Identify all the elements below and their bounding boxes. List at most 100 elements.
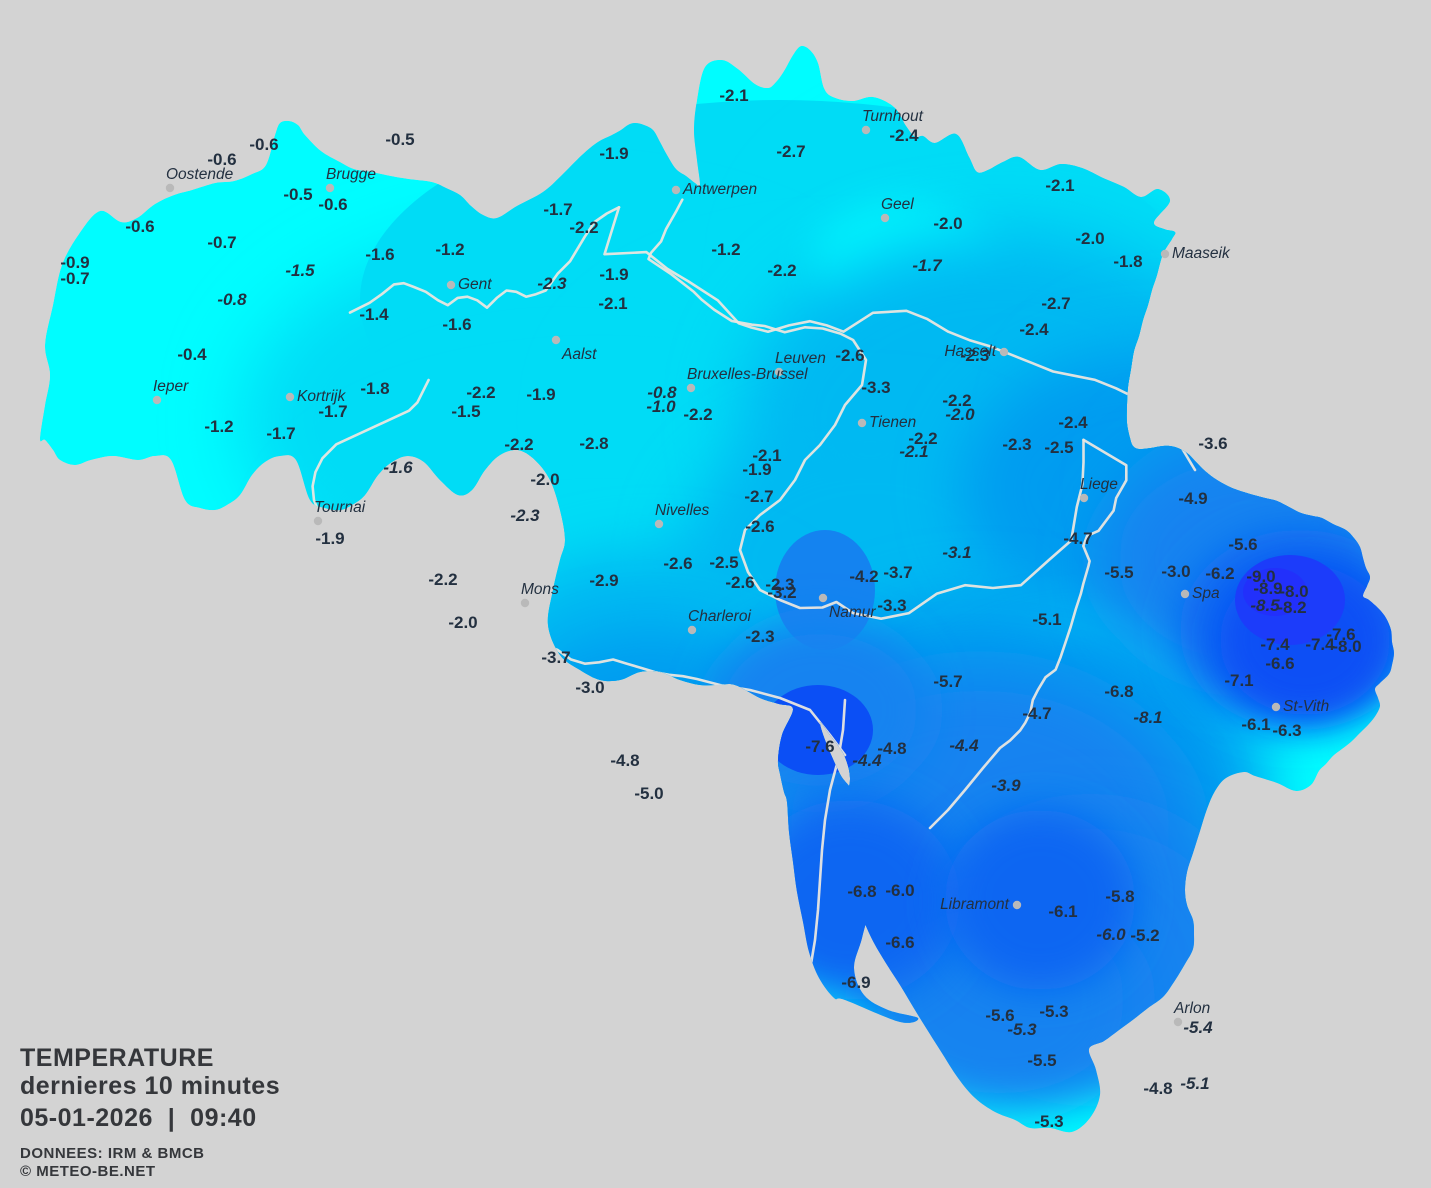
svg-text:-0.6: -0.6 — [249, 135, 278, 154]
svg-text:-1.7: -1.7 — [543, 200, 572, 219]
svg-text:-1.9: -1.9 — [315, 529, 344, 548]
svg-text:-6.2: -6.2 — [1205, 564, 1234, 583]
svg-text:-1.9: -1.9 — [599, 265, 628, 284]
svg-text:-8.1: -8.1 — [1133, 708, 1162, 727]
svg-text:-2.0: -2.0 — [530, 470, 559, 489]
svg-text:-2.7: -2.7 — [1041, 294, 1070, 313]
svg-text:Charleroi: Charleroi — [688, 608, 751, 625]
svg-text:-7.4: -7.4 — [1305, 635, 1335, 654]
svg-text:-2.3: -2.3 — [960, 346, 990, 365]
svg-text:-3.7: -3.7 — [541, 648, 570, 667]
svg-text:-5.7: -5.7 — [933, 672, 962, 691]
svg-text:-5.0: -5.0 — [634, 784, 663, 803]
svg-text:Ieper: Ieper — [153, 378, 189, 395]
svg-text:-5.3: -5.3 — [1034, 1112, 1063, 1131]
svg-text:-0.6: -0.6 — [318, 195, 347, 214]
svg-text:-4.4: -4.4 — [852, 751, 882, 770]
svg-text:-1.6: -1.6 — [383, 458, 413, 477]
svg-text:St-Vith: St-Vith — [1283, 698, 1329, 715]
svg-text:-6.1: -6.1 — [1241, 715, 1270, 734]
svg-text:-5.3: -5.3 — [1039, 1002, 1068, 1021]
svg-text:Gent: Gent — [458, 276, 492, 293]
svg-text:-1.9: -1.9 — [599, 144, 628, 163]
svg-text:-6.6: -6.6 — [885, 933, 914, 952]
svg-text:-1.0: -1.0 — [646, 397, 676, 416]
svg-text:-4.7: -4.7 — [1022, 704, 1051, 723]
svg-text:Antwerpen: Antwerpen — [682, 181, 757, 198]
svg-text:-5.2: -5.2 — [1130, 926, 1159, 945]
svg-text:-2.7: -2.7 — [776, 142, 805, 161]
svg-text:-0.7: -0.7 — [60, 269, 89, 288]
svg-text:-0.4: -0.4 — [177, 345, 207, 364]
svg-text:Arlon: Arlon — [1173, 1000, 1210, 1017]
svg-text:Liege: Liege — [1080, 476, 1118, 493]
svg-text:-6.8: -6.8 — [847, 882, 876, 901]
svg-text:-2.2: -2.2 — [428, 570, 457, 589]
svg-text:-3.0: -3.0 — [1161, 562, 1190, 581]
svg-text:-4.8: -4.8 — [877, 739, 906, 758]
svg-text:-2.3: -2.3 — [1002, 435, 1031, 454]
svg-text:-0.6: -0.6 — [207, 150, 236, 169]
svg-text:-5.6: -5.6 — [1228, 535, 1257, 554]
svg-text:Geel: Geel — [881, 196, 914, 213]
svg-text:-1.6: -1.6 — [365, 245, 394, 264]
svg-text:-6.0: -6.0 — [885, 881, 914, 900]
svg-text:-1.9: -1.9 — [742, 460, 771, 479]
svg-text:-2.1: -2.1 — [598, 294, 627, 313]
svg-text:-1.5: -1.5 — [451, 402, 480, 421]
svg-text:-2.8: -2.8 — [579, 434, 608, 453]
svg-text:-3.3: -3.3 — [877, 596, 906, 615]
svg-text:-5.1: -5.1 — [1180, 1074, 1209, 1093]
svg-text:-0.8: -0.8 — [217, 290, 247, 309]
svg-text:Brugge: Brugge — [326, 166, 376, 183]
svg-text:-2.5: -2.5 — [1044, 438, 1073, 457]
svg-text:-8.5: -8.5 — [1250, 596, 1280, 615]
svg-text:-2.0: -2.0 — [933, 214, 962, 233]
svg-text:-3.0: -3.0 — [575, 678, 604, 697]
svg-text:Mons: Mons — [521, 581, 559, 598]
svg-text:-2.5: -2.5 — [709, 553, 738, 572]
svg-text:-2.6: -2.6 — [835, 346, 864, 365]
svg-text:-1.5: -1.5 — [285, 261, 315, 280]
svg-text:-4.7: -4.7 — [1063, 529, 1092, 548]
svg-text:-6.6: -6.6 — [1265, 654, 1294, 673]
svg-text:-2.7: -2.7 — [744, 487, 773, 506]
svg-text:-2.2: -2.2 — [466, 383, 495, 402]
svg-text:-2.1: -2.1 — [1045, 176, 1074, 195]
svg-text:-5.5: -5.5 — [1027, 1051, 1056, 1070]
svg-text:-6.0: -6.0 — [1096, 925, 1126, 944]
svg-text:-8.0: -8.0 — [1332, 637, 1361, 656]
svg-text:-8.2: -8.2 — [1277, 598, 1306, 617]
svg-text:-3.7: -3.7 — [883, 563, 912, 582]
svg-text:-3.1: -3.1 — [942, 543, 971, 562]
svg-text:-4.4: -4.4 — [949, 736, 979, 755]
svg-text:-0.7: -0.7 — [207, 233, 236, 252]
svg-text:-2.9: -2.9 — [589, 571, 618, 590]
svg-text:-2.2: -2.2 — [683, 405, 712, 424]
svg-text:-5.8: -5.8 — [1105, 887, 1134, 906]
svg-text:-3.2: -3.2 — [767, 583, 796, 602]
svg-text:-2.1: -2.1 — [899, 442, 928, 461]
svg-text:Leuven: Leuven — [775, 350, 826, 367]
svg-text:-3.9: -3.9 — [991, 776, 1021, 795]
svg-text:-6.9: -6.9 — [841, 973, 870, 992]
svg-text:-2.0: -2.0 — [448, 613, 477, 632]
svg-text:-2.6: -2.6 — [745, 517, 774, 536]
svg-text:-5.1: -5.1 — [1032, 610, 1061, 629]
svg-text:-2.6: -2.6 — [725, 573, 754, 592]
svg-text:-1.2: -1.2 — [435, 240, 464, 259]
svg-text:-2.0: -2.0 — [945, 405, 975, 424]
svg-text:-6.8: -6.8 — [1104, 682, 1133, 701]
svg-text:-5.5: -5.5 — [1104, 563, 1133, 582]
svg-text:-5.4: -5.4 — [1183, 1018, 1213, 1037]
svg-text:-2.3: -2.3 — [510, 506, 540, 525]
svg-text:-2.2: -2.2 — [767, 261, 796, 280]
svg-text:-1.4: -1.4 — [359, 305, 389, 324]
svg-text:-0.5: -0.5 — [283, 185, 312, 204]
svg-text:Nivelles: Nivelles — [655, 502, 710, 519]
svg-text:Bruxelles-Brussel: Bruxelles-Brussel — [687, 366, 808, 383]
svg-text:-2.4: -2.4 — [889, 126, 919, 145]
svg-text:-2.2: -2.2 — [504, 435, 533, 454]
svg-text:-2.1: -2.1 — [719, 86, 748, 105]
svg-text:-7.4: -7.4 — [1260, 635, 1290, 654]
